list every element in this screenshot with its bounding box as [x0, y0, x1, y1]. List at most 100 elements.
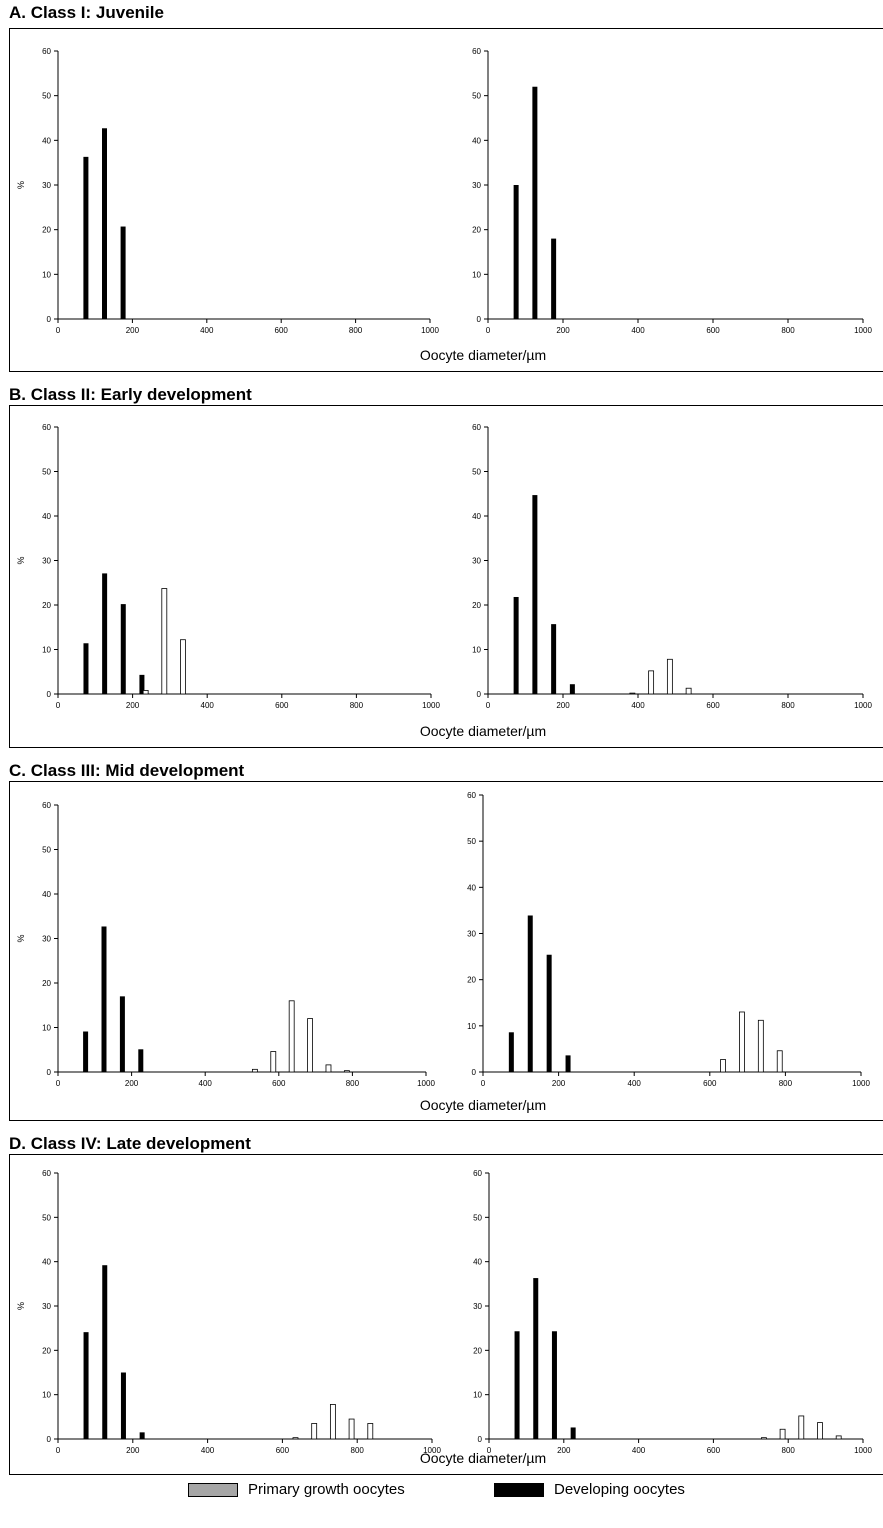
y-tick-label: 10 — [42, 270, 51, 279]
x-tick-label: 0 — [56, 326, 61, 335]
developing-bar — [138, 1049, 144, 1072]
x-tick-label: 600 — [707, 1446, 721, 1455]
y-tick-label: 60 — [472, 47, 481, 56]
legend-developing: Developing oocytes — [494, 1481, 685, 1498]
y-tick-label: 60 — [472, 423, 481, 432]
primary-bar — [760, 1437, 767, 1440]
x-tick-label: 400 — [632, 1446, 646, 1455]
y-tick-label: 10 — [42, 1024, 51, 1033]
y-tick-label: 30 — [472, 557, 481, 566]
y-tick-label: 0 — [477, 690, 482, 699]
legend-primary-swatch — [188, 1482, 238, 1497]
y-tick-label: 40 — [42, 136, 51, 145]
primary-bar — [648, 670, 655, 695]
y-tick-label: 20 — [42, 1346, 51, 1355]
panel-d: 0 10 20 30 40 50 60 0 200 400 600 800 1000% 0 10 20 30 40… — [9, 1154, 883, 1475]
y-tick-label: 0 — [477, 315, 482, 324]
x-tick-label: 400 — [201, 701, 215, 710]
y-tick-label: 30 — [467, 930, 476, 939]
developing-bar — [514, 1331, 520, 1439]
developing-bar — [101, 926, 107, 1072]
y-tick-label: 30 — [472, 181, 481, 190]
y-tick-label: 40 — [42, 512, 51, 521]
y-tick-label: 40 — [42, 1258, 51, 1267]
x-tick-label: 200 — [126, 1446, 140, 1455]
y-tick-label: 30 — [42, 935, 51, 944]
x-tick-label: 800 — [781, 326, 795, 335]
legend-developing-swatch — [494, 1482, 544, 1497]
primary-bar — [329, 1404, 336, 1440]
y-tick-label: 50 — [42, 1213, 51, 1222]
developing-bar — [565, 1055, 571, 1072]
x-tick-label: 400 — [201, 1446, 215, 1455]
legend: Primary growth oocytes Developing oocyte… — [0, 1481, 883, 1505]
x-tick-label: 0 — [486, 701, 491, 710]
x-axis-label: Oocyte diameter/µm — [420, 1097, 546, 1113]
x-tick-label: 0 — [481, 1079, 486, 1088]
primary-bar — [666, 658, 673, 695]
y-tick-label: 20 — [42, 601, 51, 610]
y-tick-label: 10 — [42, 1391, 51, 1400]
legend-primary: Primary growth oocytes — [188, 1481, 405, 1498]
x-tick-label: 600 — [272, 1079, 286, 1088]
y-tick-label: 0 — [47, 1435, 52, 1444]
x-tick-label: 400 — [631, 701, 645, 710]
primary-bar — [325, 1064, 332, 1073]
primary-bar — [817, 1422, 823, 1440]
developing-bar — [508, 1032, 514, 1072]
x-tick-label: 0 — [56, 701, 61, 710]
y-tick-label: 30 — [473, 1302, 482, 1311]
developing-bar — [102, 573, 108, 694]
primary-bar — [180, 639, 186, 695]
x-tick-label: 1000 — [421, 326, 439, 335]
x-tick-label: 600 — [275, 326, 289, 335]
y-axis-label: % — [16, 556, 26, 564]
developing-bar — [83, 643, 89, 694]
y-tick-label: 30 — [42, 181, 51, 190]
y-tick-label: 40 — [472, 512, 481, 521]
x-tick-label: 0 — [486, 326, 491, 335]
y-tick-label: 10 — [472, 646, 481, 655]
y-axis-label: % — [16, 1302, 26, 1310]
x-tick-label: 1000 — [854, 1446, 872, 1455]
developing-bar — [551, 624, 557, 694]
y-tick-label: 0 — [472, 1068, 477, 1077]
primary-bar — [307, 1018, 313, 1073]
y-tick-label: 60 — [42, 1169, 51, 1178]
x-tick-label: 800 — [781, 701, 795, 710]
x-tick-label: 200 — [556, 326, 570, 335]
y-tick-label: 40 — [472, 136, 481, 145]
primary-bar — [779, 1428, 786, 1440]
y-tick-label: 50 — [42, 468, 51, 477]
y-tick-label: 10 — [467, 1022, 476, 1031]
y-tick-label: 40 — [42, 890, 51, 899]
y-tick-label: 0 — [47, 315, 52, 324]
y-tick-label: 60 — [42, 423, 51, 432]
y-tick-label: 60 — [467, 791, 476, 800]
y-axis-label: % — [16, 181, 26, 189]
y-tick-label: 0 — [47, 1068, 52, 1077]
developing-bar — [513, 596, 519, 694]
developing-bar — [83, 156, 89, 319]
primary-bar — [161, 588, 168, 695]
y-axis-label: % — [16, 934, 26, 942]
y-tick-label: 50 — [42, 92, 51, 101]
y-tick-label: 20 — [42, 226, 51, 235]
y-tick-label: 20 — [473, 1346, 482, 1355]
x-tick-label: 0 — [487, 1446, 492, 1455]
primary-bar — [798, 1415, 805, 1440]
x-tick-label: 200 — [125, 1079, 139, 1088]
developing-bar — [139, 674, 145, 694]
primary-bar — [311, 1423, 318, 1440]
developing-bar — [83, 1332, 89, 1439]
panel-d-title: D. Class IV: Late development — [9, 1134, 251, 1153]
y-tick-label: 30 — [42, 1302, 51, 1311]
x-tick-label: 800 — [346, 1079, 360, 1088]
